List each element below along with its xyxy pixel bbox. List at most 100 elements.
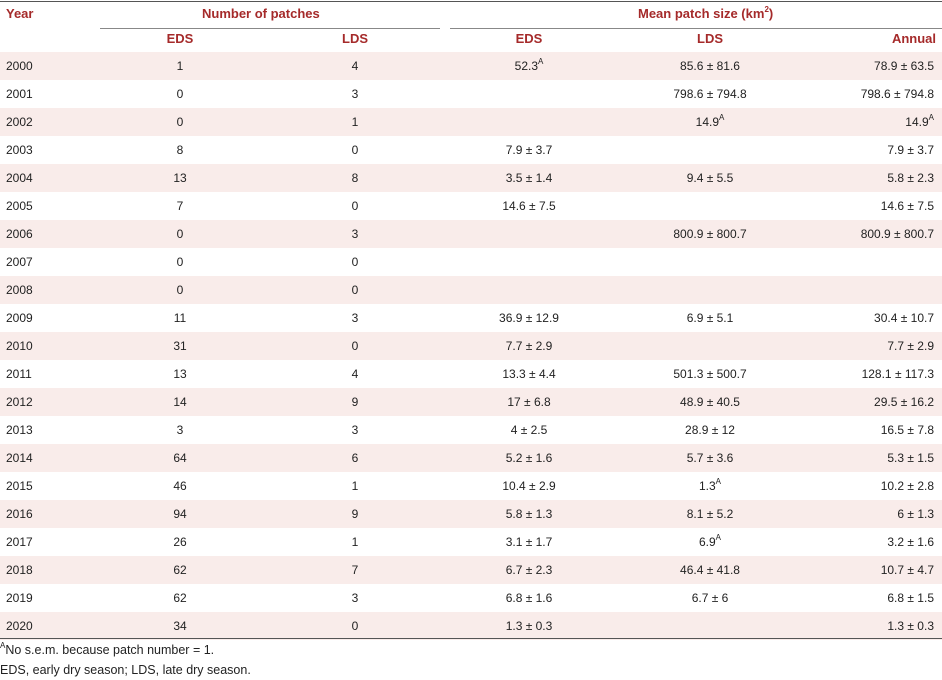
table-cell-year: 2016 [6,500,33,528]
table-cell-m-eds: 5.8 ± 1.3 [459,500,599,528]
table-cell-m-lds: 14.9A [640,108,780,136]
cell-value: 13.3 ± 4.4 [502,367,556,381]
table-cell-annual: 30.4 ± 10.7 [800,304,940,332]
table-cell-year: 2013 [6,416,33,444]
table-cell-year: 2017 [6,528,33,556]
table-cell-year: 2006 [6,220,33,248]
table-cell-lds: 1 [285,528,425,556]
table-cell-m-lds: 1.3A [640,472,780,500]
table-cell-m-lds: 6.9 ± 5.1 [640,304,780,332]
cell-value: 0 [351,199,359,213]
table-cell-eds: 0 [110,80,250,108]
table-cell-annual: 78.9 ± 63.5 [800,52,940,80]
cell-value: 46.4 ± 41.8 [680,563,740,577]
table-cell-lds: 4 [285,52,425,80]
table-cell-year: 2018 [6,556,33,584]
cell-value: 3 [351,591,359,605]
table-cell-lds: 3 [285,304,425,332]
table-cell-eds: 14 [110,388,250,416]
cell-value: 1 [351,115,359,129]
header-underline-patches [100,28,440,29]
table-cell-eds: 31 [110,332,250,360]
table-cell-lds: 0 [285,248,425,276]
cell-value: 1 [351,535,359,549]
table-cell-m-lds [640,332,780,360]
cell-value: 1.3 [698,479,716,493]
table-cell-eds: 13 [110,360,250,388]
header-eds: EDS [166,31,194,46]
cell-value: 6.8 ± 1.5 [887,591,934,605]
table-cell-m-lds: 6.9A [640,528,780,556]
cell-value: 0 [176,115,184,129]
table-cell-m-lds [640,612,780,640]
cell-value: 13 [173,171,187,185]
cell-value: 14.9 [905,115,929,129]
table-cell-m-eds [459,108,599,136]
cell-value: 9 [351,395,359,409]
cell-value: 2005 [6,199,33,213]
table-row: 2008 0 0 [0,276,942,304]
table-cell-m-eds: 1.3 ± 0.3 [459,612,599,640]
table-cell-annual: 10.2 ± 2.8 [800,472,940,500]
table-row: 2002 0 1 14.9A 14.9A [0,108,942,136]
header-mean-lds: LDS [697,31,723,46]
table-cell-lds: 1 [285,472,425,500]
cell-value: 5.7 ± 3.6 [686,451,734,465]
cell-value: 5.8 ± 1.3 [505,507,553,521]
table-row: 2011 13 4 13.3 ± 4.4 501.3 ± 500.7 128.1 ± 11… [0,360,942,388]
header-annual: Annual [891,31,936,46]
cell-value: 5.2 ± 1.6 [505,451,553,465]
cell-value: 9 [351,507,359,521]
table-cell-year: 2009 [6,304,33,332]
cell-value: 5.8 ± 2.3 [887,171,934,185]
table-row: 2012 14 9 17 ± 6.8 48.9 ± 40.5 29.5 ± 16.2 [0,388,942,416]
cell-value: 85.6 ± 81.6 [680,59,740,73]
cell-value: 7.9 ± 3.7 [505,143,553,157]
cell-value: 0 [351,143,359,157]
cell-value: 2000 [6,59,33,73]
table-cell-m-lds: 48.9 ± 40.5 [640,388,780,416]
table-cell-lds: 3 [285,416,425,444]
bottom-rule [0,638,942,639]
table-cell-year: 2004 [6,164,33,192]
table-cell-annual: 10.7 ± 4.7 [800,556,940,584]
table-cell-lds: 6 [285,444,425,472]
table-cell-eds: 0 [110,276,250,304]
cell-sup: A [928,113,934,122]
table-cell-annual: 6.8 ± 1.5 [800,584,940,612]
cell-value: 8.1 ± 5.2 [686,507,734,521]
cell-value: 0 [176,255,184,269]
footnote-abbrev: EDS, early dry season; LDS, late dry sea… [0,663,251,677]
header-mean-patch-size-text: Mean patch size (km [638,6,765,21]
table-row: 2004 13 8 3.5 ± 1.4 9.4 ± 5.5 5.8 ± 2.3 [0,164,942,192]
cell-value: 1.3 ± 0.3 [505,619,553,633]
table-cell-lds: 8 [285,164,425,192]
cell-value: 2016 [6,507,33,521]
cell-value: 6.9 ± 5.1 [686,311,734,325]
header-lds: LDS [342,31,368,46]
cell-value: 7.7 ± 2.9 [505,339,553,353]
cell-value: 2011 [6,367,32,381]
cell-value: 8 [176,143,184,157]
table-cell-m-eds [459,276,599,304]
table-cell-eds: 62 [110,584,250,612]
table-cell-m-lds: 8.1 ± 5.2 [640,500,780,528]
header-underline-mean [450,28,942,29]
table-cell-m-eds: 13.3 ± 4.4 [459,360,599,388]
table-cell-year: 2010 [6,332,33,360]
cell-value: 2017 [6,535,33,549]
cell-sup: A [715,477,722,486]
table-cell-annual: 5.8 ± 2.3 [800,164,940,192]
cell-value: 52.3 [514,59,538,73]
cell-value: 7 [351,563,359,577]
table-cell-eds: 7 [110,192,250,220]
cell-value: 26 [173,535,187,549]
footnote-a-text: No s.e.m. because patch number = 1. [5,643,215,657]
cell-sup: A [538,57,544,66]
header-mean-eds: EDS [515,31,543,46]
cell-value: 3 [351,423,359,437]
table-row: 2013 3 3 4 ± 2.5 28.9 ± 12 16.5 ± 7.8 [0,416,942,444]
cell-value: 64 [173,451,187,465]
table-cell-m-eds: 52.3A [459,52,599,80]
table-cell-lds: 0 [285,612,425,640]
